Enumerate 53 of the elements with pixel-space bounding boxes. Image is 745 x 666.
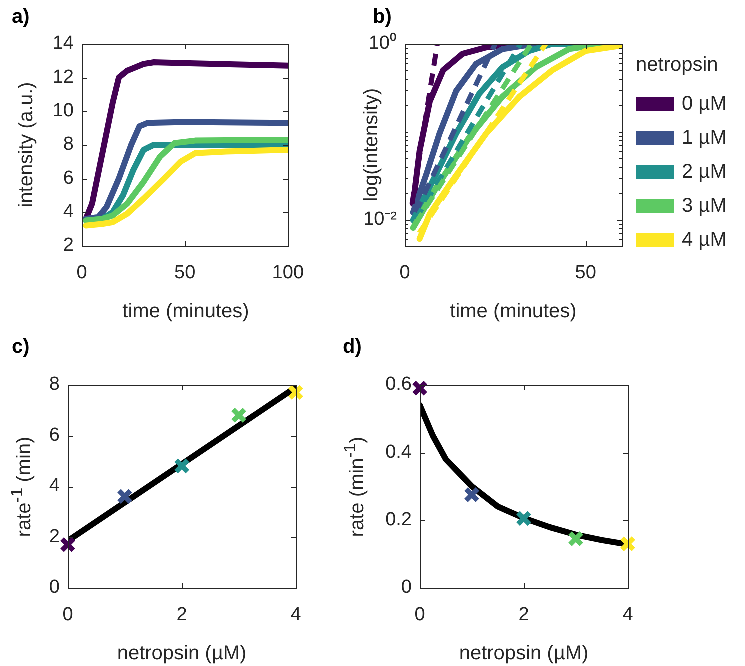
legend-label: 2 µM (682, 160, 727, 184)
x-axis-title: netropsin (µM) (459, 642, 589, 666)
point (230, 407, 248, 424)
y-tick-label: 4 (63, 202, 74, 223)
y-tick-label: 6 (63, 168, 74, 189)
y-tick-label: 0.2 (386, 510, 412, 531)
legend-label: 3 µM (682, 194, 727, 218)
y-tick-label: 8 (63, 134, 74, 156)
y-tick-label: 0.6 (386, 374, 412, 396)
y-tick-label: 12 (52, 66, 74, 88)
x-tick-label: 2 (518, 604, 530, 626)
x-tick-label: 100 (272, 262, 304, 284)
y-axis-title: log(intensity) (360, 88, 384, 202)
y-tick-label: 14 (52, 33, 74, 54)
x-tick-label: 50 (575, 262, 596, 284)
x-tick-label: 0 (414, 604, 426, 626)
y-tick-label: 10⁻² (364, 208, 397, 230)
legend-label: 1 µM (682, 126, 727, 150)
legend-label: 0 µM (682, 92, 727, 116)
chart-title: c) (12, 336, 30, 359)
x-axis-title: time (minutes) (122, 300, 250, 324)
legend-label: 4 µM (682, 228, 727, 252)
chart-title: d) (343, 336, 362, 359)
x-tick-label: 0 (76, 262, 88, 284)
y-tick-label: 0 (49, 577, 60, 598)
x-axis-title: netropsin (µM) (117, 642, 247, 666)
y-tick-label: 2 (49, 526, 60, 548)
y-tick-label: 6 (49, 424, 60, 446)
point (60, 536, 76, 554)
y-tick-label: 8 (49, 374, 60, 396)
point (464, 486, 480, 504)
legend-title: netropsin (636, 54, 720, 77)
chart-title: a) (12, 6, 30, 29)
x-tick-label: 4 (290, 604, 302, 626)
y-tick-label: 4 (49, 476, 60, 497)
x-axis-title: time (minutes) (450, 300, 577, 324)
y-tick-label: 10⁰ (368, 32, 397, 54)
point (620, 536, 636, 552)
y-axis-title: intensity (a.u.) (16, 82, 38, 208)
y-tick-label: 0 (401, 577, 412, 598)
point (412, 380, 428, 397)
x-tick-label: 4 (622, 604, 634, 626)
point (568, 530, 584, 548)
y-tick-label: 2 (63, 235, 74, 256)
point (288, 384, 304, 401)
point (174, 458, 190, 474)
y-tick-label: 10 (52, 100, 74, 122)
y-tick-label: 0.4 (386, 442, 412, 463)
x-tick-label: 50 (174, 262, 196, 284)
x-tick-label: 2 (176, 604, 188, 626)
point (516, 510, 532, 527)
chart-title: b) (373, 6, 392, 29)
point (116, 488, 134, 505)
